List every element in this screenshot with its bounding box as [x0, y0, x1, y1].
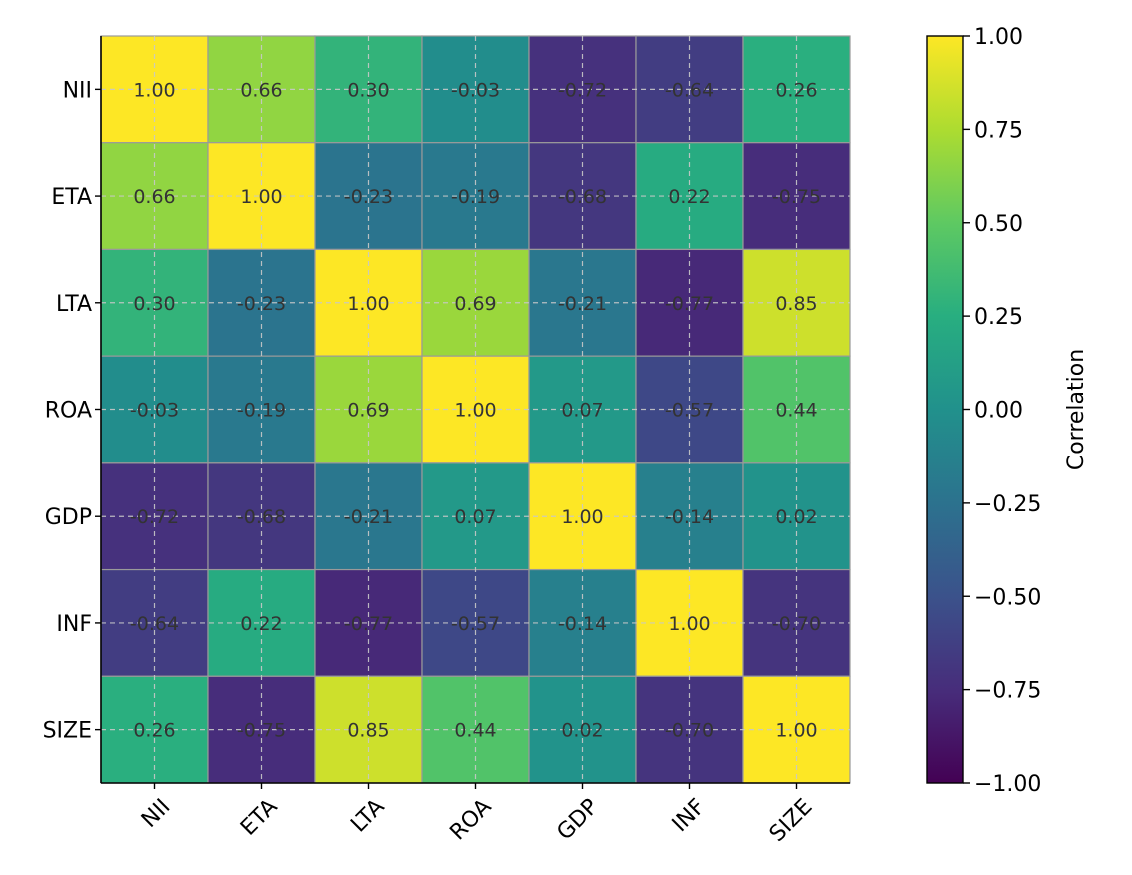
- heatmap-value-label: -0.19: [451, 186, 500, 208]
- heatmap-value-label: 1.00: [240, 186, 282, 208]
- heatmap-cell-lta-lta: [314, 248, 423, 357]
- colorbar-label: Correlation: [1064, 349, 1089, 470]
- heatmap-value-label: -0.57: [665, 400, 714, 422]
- heatmap-value-label: -0.21: [344, 506, 393, 528]
- heatmap-value-label: -0.14: [558, 613, 607, 635]
- heatmap-cell-eta-lta: [314, 142, 423, 251]
- y-tick-label-lta: LTA: [56, 292, 92, 317]
- heatmap-value-label: -0.70: [772, 613, 821, 635]
- x-tick-label-size: SIZE: [765, 794, 818, 847]
- heatmap-cell-lta-roa: [421, 248, 530, 357]
- heatmap-value-label: 0.44: [775, 400, 817, 422]
- heatmap-value-label: 1.00: [775, 720, 817, 742]
- heatmap-value-label: -0.64: [665, 79, 714, 101]
- colorbar-tick-label: 0.25: [974, 305, 1023, 330]
- heatmap-value-label: 0.69: [347, 400, 389, 422]
- heatmap-value-label: -0.75: [772, 186, 821, 208]
- heatmap-value-label: 0.66: [240, 79, 282, 101]
- colorbar-tick-label: 1.00: [974, 25, 1023, 50]
- heatmap-value-label: -0.70: [665, 720, 714, 742]
- x-tick-label-inf: INF: [668, 794, 711, 837]
- y-tick-label-inf: INF: [56, 612, 92, 637]
- heatmap-value-label: 0.44: [454, 720, 496, 742]
- y-tick-label-nii: NII: [63, 78, 92, 103]
- heatmap-value-label: 0.22: [668, 186, 710, 208]
- y-tick-label-roa: ROA: [45, 399, 92, 424]
- heatmap-value-label: -0.21: [558, 293, 607, 315]
- colorbar-tick-label: 0.00: [974, 399, 1023, 424]
- heatmap-value-label: -0.77: [665, 293, 714, 315]
- y-tick-label-size: SIZE: [43, 719, 92, 744]
- heatmap-value-label: -0.14: [665, 506, 714, 528]
- colorbar-tick-label: −0.25: [974, 492, 1041, 517]
- heatmap-value-label: -0.23: [344, 186, 393, 208]
- heatmap-value-label: 0.30: [347, 79, 389, 101]
- heatmap-value-label: 0.26: [775, 79, 817, 101]
- heatmap-value-label: 1.00: [561, 506, 603, 528]
- heatmap-value-label: -0.23: [237, 293, 286, 315]
- heatmap-value-label: 1.00: [454, 400, 496, 422]
- colorbar-tick-label: −1.00: [974, 772, 1041, 797]
- heatmap-value-label: -0.64: [130, 613, 179, 635]
- heatmap-value-label: 1.00: [133, 79, 175, 101]
- heatmap-value-label: -0.72: [130, 506, 179, 528]
- colorbar: 1.00 0.75 0.50 0.25 0.00 −0.25 −0.50 −0.75 −1.00…: [926, 25, 1089, 797]
- x-tick-label-gdp: GDP: [552, 794, 603, 845]
- colorbar-tick-label: 0.50: [974, 212, 1023, 237]
- heatmap-gridlines: [101, 36, 850, 783]
- colorbar-tick-label: 0.75: [974, 118, 1023, 143]
- heatmap-value-label: 1.00: [668, 613, 710, 635]
- heatmap-value-label: -0.03: [451, 79, 500, 101]
- heatmap-value-label: -0.19: [237, 400, 286, 422]
- heatmap-value-label: -0.57: [451, 613, 500, 635]
- heatmap-value-label: -0.68: [558, 186, 607, 208]
- heatmap-value-label: 0.85: [347, 720, 389, 742]
- colorbar-tick-label: −0.50: [974, 585, 1041, 610]
- heatmap-cell-nii-roa: [421, 35, 530, 144]
- heatmap-cell-lta-eta: [207, 248, 316, 357]
- heatmap-cell-nii-nii: [100, 35, 209, 144]
- y-tick-label-eta: ETA: [51, 185, 92, 210]
- heatmap-value-label: 0.02: [561, 720, 603, 742]
- heatmap-value-label: 0.02: [775, 506, 817, 528]
- heatmap-value-label: 0.69: [454, 293, 496, 315]
- heatmap-value-label: 0.85: [775, 293, 817, 315]
- heatmap-value-label: -0.68: [237, 506, 286, 528]
- colorbar-gradient: [927, 36, 963, 783]
- y-tick-label-gdp: GDP: [45, 505, 92, 530]
- heatmap-value-label: -0.75: [237, 720, 286, 742]
- x-tick-label-eta: ETA: [236, 794, 282, 840]
- heatmap-value-label: -0.72: [558, 79, 607, 101]
- x-tick-label-nii: NII: [137, 794, 175, 832]
- colorbar-tick-label: −0.75: [974, 679, 1041, 704]
- heatmap-value-labels: 1.00 0.66 0.30 -0.03 -0.72 -0.64 0.26 0.66 1.00 -…: [130, 79, 821, 741]
- x-tick-label-lta: LTA: [346, 794, 389, 837]
- heatmap-value-label: 1.00: [347, 293, 389, 315]
- heatmap-value-label: 0.07: [561, 400, 603, 422]
- heatmap-value-label: 0.07: [454, 506, 496, 528]
- heatmap-value-label: -0.77: [344, 613, 393, 635]
- heatmap-cell-lta-nii: [100, 248, 209, 357]
- heatmap-value-label: 0.26: [133, 720, 175, 742]
- heatmap-cell-nii-eta: [207, 35, 316, 144]
- heatmap-value-label: 0.22: [240, 613, 282, 635]
- heatmap-value-label: 0.30: [133, 293, 175, 315]
- heatmap-value-label: 0.66: [133, 186, 175, 208]
- heatmap-value-label: -0.03: [130, 400, 179, 422]
- x-tick-label-roa: ROA: [445, 794, 496, 845]
